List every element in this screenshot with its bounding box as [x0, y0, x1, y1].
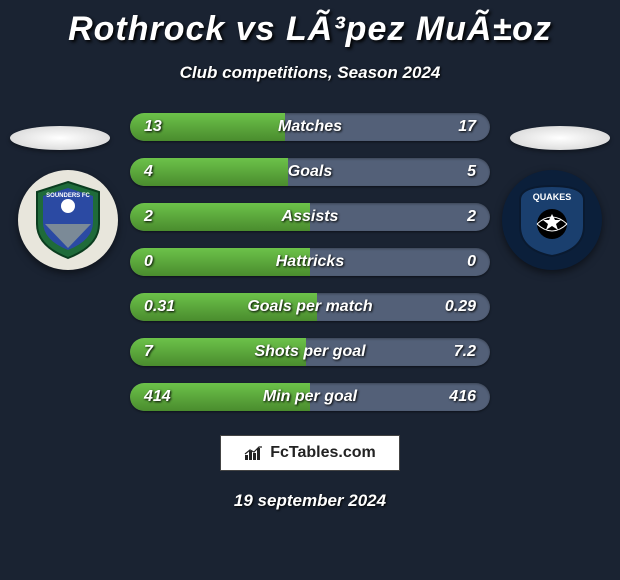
stat-right-value: 0.29 — [445, 298, 476, 316]
page-title: Rothrock vs LÃ³pez MuÃ±oz — [0, 0, 620, 49]
stat-label: Assists — [130, 208, 490, 226]
stat-row: 2Assists2 — [130, 203, 490, 231]
attribution-label: FcTables.com — [270, 444, 376, 462]
stat-row: 7Shots per goal7.2 — [130, 338, 490, 366]
stat-right-value: 5 — [467, 163, 476, 181]
svg-text:QUAKES: QUAKES — [533, 192, 572, 202]
attribution-badge[interactable]: FcTables.com — [220, 435, 400, 471]
team-badge-left: SOUNDERS FC — [18, 170, 118, 270]
decor-ellipse-right — [510, 126, 610, 150]
stat-row: 0Hattricks0 — [130, 248, 490, 276]
stat-row: 0.31Goals per match0.29 — [130, 293, 490, 321]
stat-right-value: 2 — [467, 208, 476, 226]
quakes-crest-icon: QUAKES — [512, 180, 592, 260]
stat-label: Min per goal — [130, 388, 490, 406]
stat-right-value: 17 — [458, 118, 476, 136]
comparison-card: Rothrock vs LÃ³pez MuÃ±oz Club competiti… — [0, 0, 620, 580]
bar-chart-icon — [244, 445, 264, 461]
stat-label: Matches — [130, 118, 490, 136]
decor-ellipse-left — [10, 126, 110, 150]
stat-row: 13Matches17 — [130, 113, 490, 141]
stat-right-value: 0 — [467, 253, 476, 271]
stat-right-value: 416 — [449, 388, 476, 406]
stat-row: 4Goals5 — [130, 158, 490, 186]
stat-right-value: 7.2 — [454, 343, 476, 361]
stat-label: Goals per match — [130, 298, 490, 316]
stat-label: Goals — [130, 163, 490, 181]
team-badge-right: QUAKES — [502, 170, 602, 270]
stat-label: Shots per goal — [130, 343, 490, 361]
stat-label: Hattricks — [130, 253, 490, 271]
footer-date: 19 september 2024 — [0, 491, 620, 511]
sounders-crest-icon: SOUNDERS FC — [33, 180, 103, 260]
svg-text:SOUNDERS FC: SOUNDERS FC — [46, 193, 90, 199]
page-subtitle: Club competitions, Season 2024 — [0, 63, 620, 83]
stat-row: 414Min per goal416 — [130, 383, 490, 411]
stats-list: 13Matches17 4Goals5 2Assists2 0Hattricks0 0.… — [130, 113, 490, 411]
